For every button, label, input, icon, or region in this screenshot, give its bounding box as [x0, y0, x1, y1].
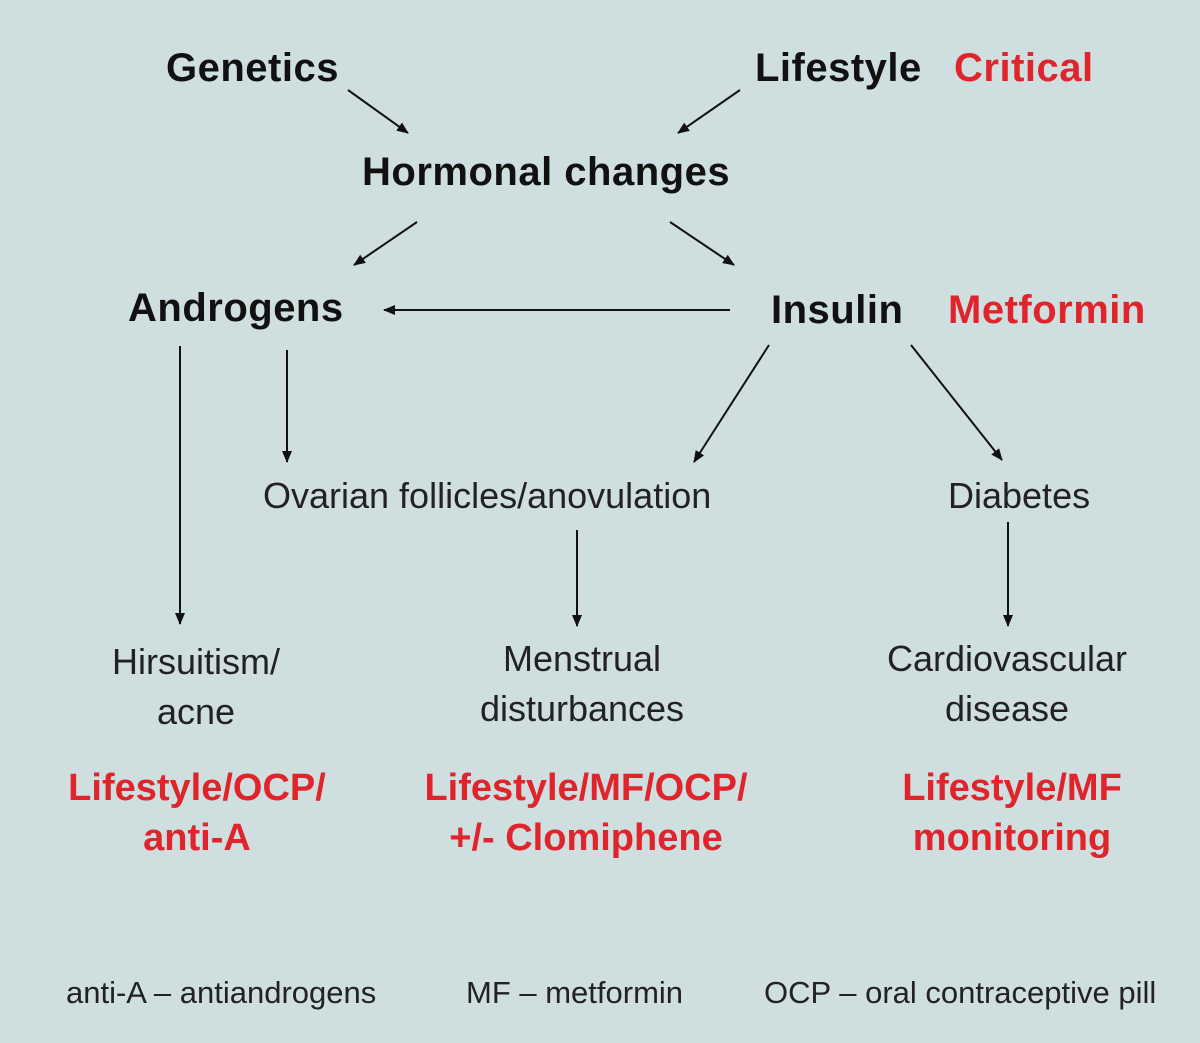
treatment-cardiovascular: Lifestyle/MF monitoring	[902, 763, 1122, 863]
treatment-hirsuitism-line-2: anti-A	[143, 817, 251, 859]
label-metformin: Metformin	[948, 288, 1146, 332]
node-hormonal-changes: Hormonal changes	[362, 150, 731, 194]
node-insulin: Insulin	[771, 288, 904, 332]
cardiovascular-line-2: disease	[944, 688, 1070, 729]
node-lifestyle: Lifestyle	[755, 46, 922, 90]
arrow-lifestyle-to-hormonal	[677, 89, 741, 134]
treatment-cardiovascular-line-2: monitoring	[912, 817, 1112, 859]
hirsuitism-line-2: acne	[156, 691, 236, 732]
treatment-menstrual-line-1: Lifestyle/MF/OCP/	[424, 767, 748, 809]
treatment-menstrual-line-2: +/- Clomiphene	[449, 817, 723, 859]
node-hirsuitism-acne: Hirsuitism/ acne	[112, 637, 280, 737]
arrow-insulin-to-diabetes	[910, 344, 1003, 461]
arrow-genetics-to-hormonal	[347, 89, 409, 134]
cardiovascular-line-1: Cardiovascular	[886, 638, 1128, 679]
node-diabetes: Diabetes	[948, 475, 1091, 516]
node-menstrual-disturbances: Menstrual disturbances	[480, 634, 684, 734]
legend-ocp: OCP – oral contraceptive pill	[764, 975, 1157, 1010]
arrow-hormonal-to-insulin	[669, 221, 735, 266]
menstrual-line-1: Menstrual	[502, 638, 662, 679]
node-androgens: Androgens	[128, 286, 344, 330]
arrow-insulin-to-ovarian	[693, 344, 770, 463]
legend-mf: MF – metformin	[466, 975, 684, 1010]
hirsuitism-line-1: Hirsuitism/	[112, 641, 280, 682]
node-genetics: Genetics	[166, 46, 339, 90]
treatment-cardiovascular-line-1: Lifestyle/MF	[902, 767, 1122, 809]
node-ovarian-follicles: Ovarian follicles/anovulation	[263, 475, 712, 516]
treatment-hirsuitism-line-1: Lifestyle/OCP/	[68, 767, 326, 809]
label-critical: Critical	[954, 46, 1094, 90]
menstrual-line-2: disturbances	[479, 688, 685, 729]
treatment-menstrual: Lifestyle/MF/OCP/ +/- Clomiphene	[424, 763, 747, 863]
arrow-hormonal-to-androgens	[353, 221, 418, 266]
node-cardiovascular-disease: Cardiovascular disease	[887, 634, 1127, 734]
legend-anti-a: anti-A – antiandrogens	[66, 975, 377, 1010]
treatment-hirsuitism: Lifestyle/OCP/ anti-A	[68, 763, 326, 863]
